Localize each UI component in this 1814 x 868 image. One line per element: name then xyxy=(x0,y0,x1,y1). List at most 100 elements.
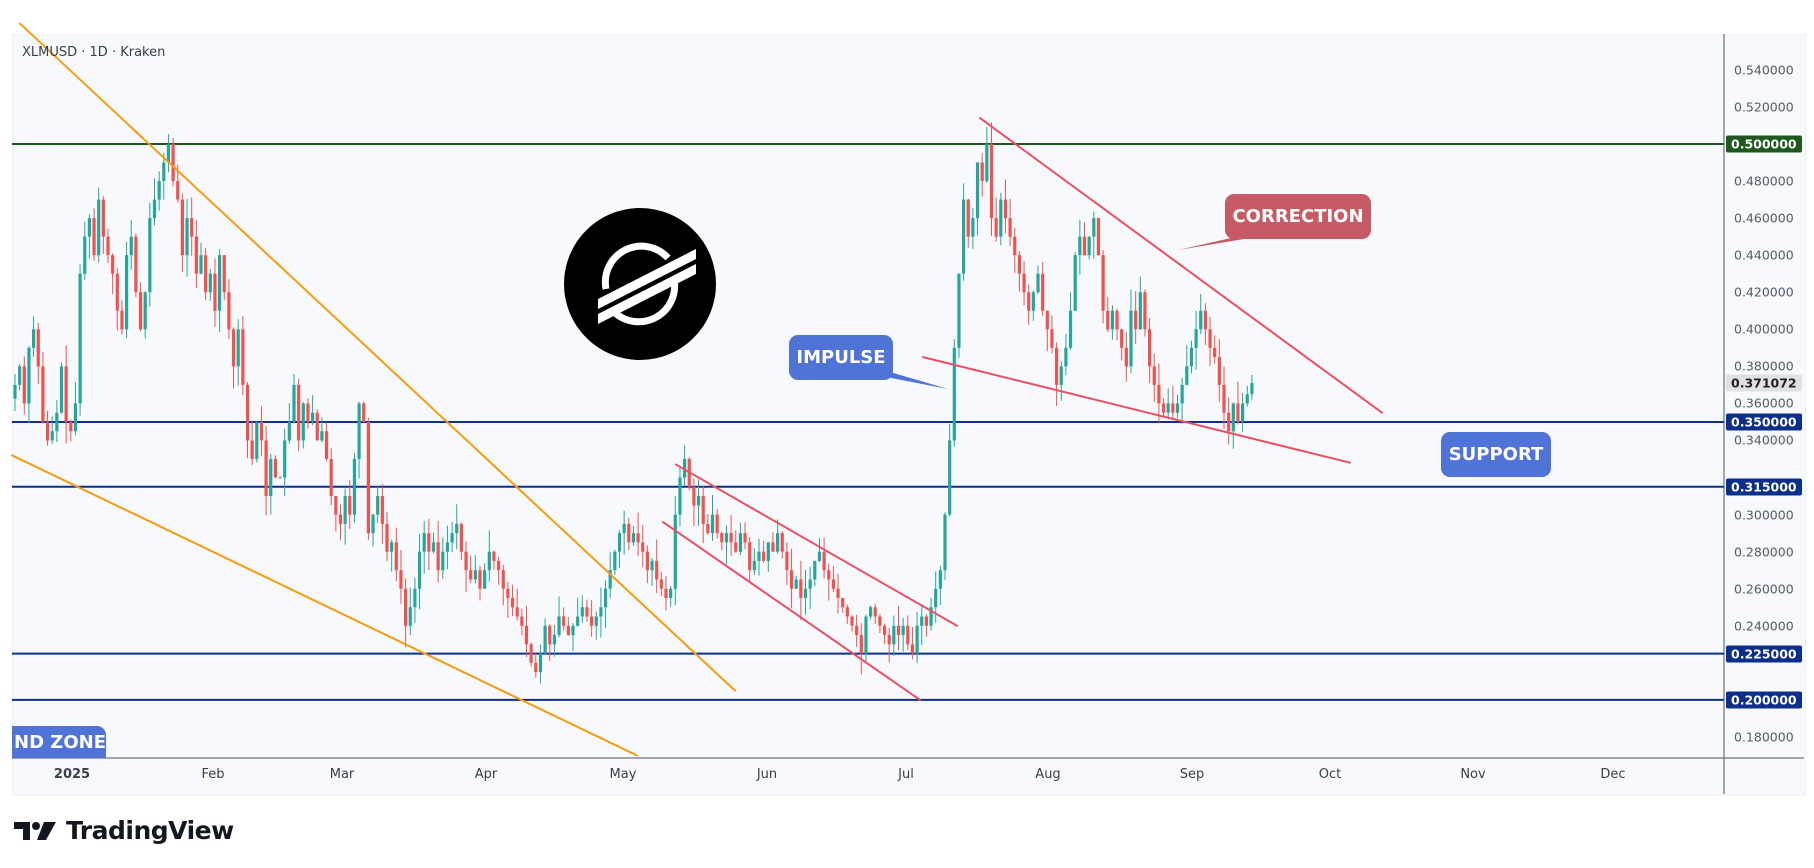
candle-body[interactable] xyxy=(194,236,198,274)
candle-body[interactable] xyxy=(83,236,87,274)
candle-body[interactable] xyxy=(97,199,101,256)
candle-body[interactable] xyxy=(41,366,45,422)
candle-body[interactable] xyxy=(1208,329,1212,348)
candle-body[interactable] xyxy=(948,440,952,515)
candle-body[interactable] xyxy=(776,533,780,552)
candle-body[interactable] xyxy=(352,459,357,515)
candle-body[interactable] xyxy=(324,431,329,460)
candle-body[interactable] xyxy=(222,255,226,293)
candle-body[interactable] xyxy=(1161,403,1166,413)
candle-body[interactable] xyxy=(497,560,501,571)
candle-body[interactable] xyxy=(348,496,352,515)
candle-body[interactable] xyxy=(450,533,454,543)
candle-body[interactable] xyxy=(808,579,812,589)
candle-body[interactable] xyxy=(483,570,487,589)
candle-body[interactable] xyxy=(45,421,50,441)
candle-body[interactable] xyxy=(590,616,594,626)
candle-body[interactable] xyxy=(1050,329,1054,348)
candle-body[interactable] xyxy=(1059,366,1063,385)
candle-body[interactable] xyxy=(413,588,417,608)
trendline-wedge-lower[interactable] xyxy=(11,454,638,757)
candle-body[interactable] xyxy=(1045,310,1049,330)
candle-body[interactable] xyxy=(366,421,370,534)
candle-body[interactable] xyxy=(87,218,91,237)
candle-body[interactable] xyxy=(1134,310,1138,330)
candle-body[interactable] xyxy=(292,384,296,422)
candle-body[interactable] xyxy=(469,570,473,580)
candle-body[interactable] xyxy=(227,292,231,330)
trendline-correction-lower[interactable] xyxy=(922,356,1351,464)
candle-body[interactable] xyxy=(311,412,315,422)
candle-body[interactable] xyxy=(204,255,208,293)
candle-body[interactable] xyxy=(329,459,333,497)
candle-body[interactable] xyxy=(190,218,194,237)
candle-body[interactable] xyxy=(613,551,617,571)
candle-body[interactable] xyxy=(399,570,403,589)
candle-body[interactable] xyxy=(357,403,361,460)
candle-body[interactable] xyxy=(864,616,868,654)
candle-body[interactable] xyxy=(283,440,287,478)
candle-body[interactable] xyxy=(859,635,863,654)
candle-body[interactable] xyxy=(510,597,515,608)
candle-body[interactable] xyxy=(1087,236,1091,256)
candle-body[interactable] xyxy=(213,273,217,311)
candle-body[interactable] xyxy=(799,579,803,598)
candle-body[interactable] xyxy=(631,533,636,543)
candle-body[interactable] xyxy=(64,366,68,422)
candle-body[interactable] xyxy=(259,421,264,441)
candle-body[interactable] xyxy=(827,570,831,580)
candle-body[interactable] xyxy=(27,347,31,404)
candle-body[interactable] xyxy=(841,597,845,608)
candle-body[interactable] xyxy=(794,579,798,589)
candle-body[interactable] xyxy=(501,570,505,589)
candle-body[interactable] xyxy=(771,542,775,552)
candle-body[interactable] xyxy=(650,560,654,571)
candle-body[interactable] xyxy=(892,625,896,645)
candle-body[interactable] xyxy=(371,514,375,534)
candle-body[interactable] xyxy=(1036,273,1040,293)
candle-body[interactable] xyxy=(762,551,766,561)
candle-body[interactable] xyxy=(143,292,147,330)
trendline-channel-lower[interactable] xyxy=(662,521,921,701)
candle-body[interactable] xyxy=(1008,218,1012,237)
candle-body[interactable] xyxy=(664,588,668,598)
candle-body[interactable] xyxy=(1110,310,1114,330)
candle-body[interactable] xyxy=(836,588,840,598)
candle-body[interactable] xyxy=(218,255,222,311)
candle-body[interactable] xyxy=(901,625,905,636)
candle-body[interactable] xyxy=(594,616,598,626)
candle-body[interactable] xyxy=(1017,255,1021,274)
candle-body[interactable] xyxy=(599,607,603,617)
candle-body[interactable] xyxy=(557,616,561,636)
candle-body[interactable] xyxy=(1092,218,1096,237)
candle-body[interactable] xyxy=(148,218,152,293)
candle-body[interactable] xyxy=(78,273,82,404)
candle-body[interactable] xyxy=(478,570,482,589)
candle-body[interactable] xyxy=(171,144,175,182)
candle-body[interactable] xyxy=(362,403,366,422)
candle-body[interactable] xyxy=(980,162,984,182)
candle-body[interactable] xyxy=(231,329,236,367)
candle-body[interactable] xyxy=(1236,403,1240,422)
candle-body[interactable] xyxy=(1245,394,1249,404)
candle-body[interactable] xyxy=(822,551,826,571)
candle-body[interactable] xyxy=(273,459,277,478)
candle-body[interactable] xyxy=(320,431,324,441)
candle-body[interactable] xyxy=(1148,329,1152,367)
candle-body[interactable] xyxy=(408,607,412,626)
candle-body[interactable] xyxy=(1082,236,1087,256)
candle-body[interactable] xyxy=(1106,310,1110,330)
candle-body[interactable] xyxy=(645,551,649,571)
candle-body[interactable] xyxy=(269,459,273,497)
candle-body[interactable] xyxy=(106,236,110,256)
candle-body[interactable] xyxy=(752,560,756,571)
candle-body[interactable] xyxy=(920,616,924,626)
candle-body[interactable] xyxy=(873,607,877,617)
tradingview-logo[interactable]: TradingView xyxy=(14,816,234,845)
candle-body[interactable] xyxy=(696,496,701,506)
candle-body[interactable] xyxy=(1055,347,1059,385)
candle-body[interactable] xyxy=(22,366,26,404)
candle-body[interactable] xyxy=(69,421,73,432)
candle-body[interactable] xyxy=(887,635,891,645)
candle-body[interactable] xyxy=(250,440,254,460)
